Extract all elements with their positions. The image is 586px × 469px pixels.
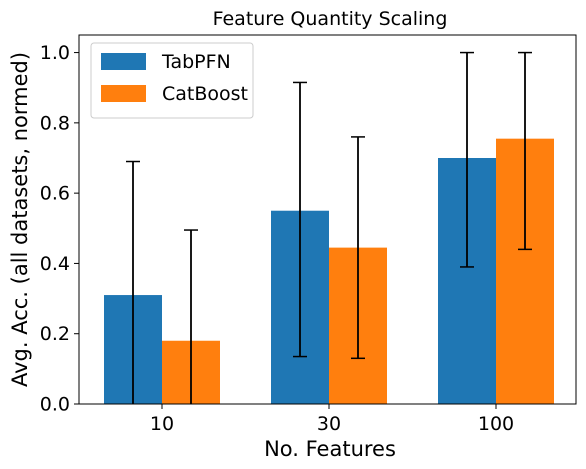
plot-area <box>104 51 554 404</box>
legend-swatch-catboost <box>101 85 146 102</box>
legend-swatch-tabpfn <box>101 53 146 70</box>
x-axis-label: No. Features <box>264 437 396 461</box>
legend-label-tabpfn: TabPFN <box>161 51 231 73</box>
y-tick-label: 0.8 <box>40 112 70 134</box>
x-tick-label: 30 <box>317 413 341 435</box>
y-tick-label: 0.0 <box>40 394 70 416</box>
y-tick-label: 1.0 <box>40 42 70 64</box>
x-axis: 10 30 100 <box>150 404 514 435</box>
y-tick-label: 0.6 <box>40 183 70 205</box>
y-axis-label: Avg. Acc. (all datasets, normed) <box>8 52 32 387</box>
x-tick-label: 10 <box>150 413 174 435</box>
y-axis: 0.0 0.2 0.4 0.6 0.8 1.0 <box>40 42 79 416</box>
legend: TabPFN CatBoost <box>90 42 254 119</box>
plot-frame <box>78 34 577 405</box>
x-tick-label: 100 <box>478 413 514 435</box>
legend-label-catboost: CatBoost <box>162 83 248 105</box>
y-tick-label: 0.2 <box>40 323 70 345</box>
y-tick-label: 0.4 <box>40 253 70 275</box>
chart-title: Feature Quantity Scaling <box>213 8 448 30</box>
